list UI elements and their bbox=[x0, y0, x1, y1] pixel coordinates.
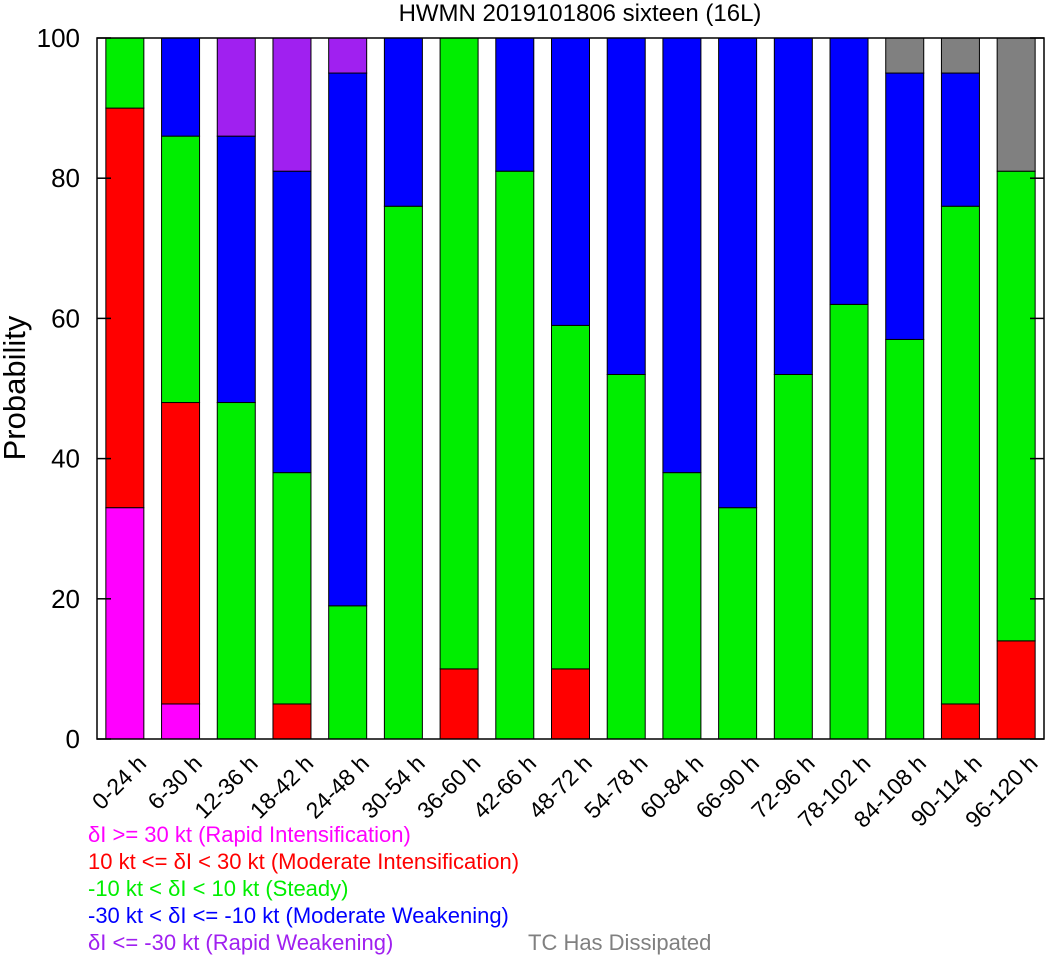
bar-30-54-h-series-3 bbox=[383, 37, 423, 207]
bar-6-30-h-series-0 bbox=[161, 703, 201, 740]
y-tick-label: 80 bbox=[51, 163, 80, 193]
bar-84-108-h-series-2 bbox=[885, 338, 925, 740]
bar-90-114-h-series-5 bbox=[940, 37, 980, 74]
bar-12-36-h-series-2 bbox=[216, 402, 256, 740]
bar-60-84-h-series-3 bbox=[662, 37, 702, 474]
bar-0-24-h-series-0 bbox=[105, 507, 145, 740]
bar-54-78-h-series-2 bbox=[606, 373, 646, 740]
bar-12-36-h-series-4 bbox=[216, 37, 256, 137]
bar-18-42-h-series-4 bbox=[272, 37, 312, 172]
bar-78-102-h-series-3 bbox=[829, 37, 869, 305]
bar-48-72-h-series-2 bbox=[551, 324, 590, 670]
bar-36-60-h-series-2 bbox=[439, 37, 479, 670]
legend-entry-0: δI >= 30 kt (Rapid Intensification) bbox=[88, 822, 411, 847]
legend-entry-1: 10 kt <= δI < 30 kt (Moderate Intensific… bbox=[88, 849, 520, 874]
bar-42-66-h-series-2 bbox=[495, 170, 535, 740]
legend-entry-4: δI <= -30 kt (Rapid Weakening) bbox=[88, 930, 394, 955]
bar-48-72-h-series-1 bbox=[551, 668, 590, 740]
bar-54-78-h-series-3 bbox=[606, 37, 646, 375]
bar-72-96-h-series-3 bbox=[773, 37, 813, 375]
bar-18-42-h-series-1 bbox=[272, 703, 312, 740]
bar-96-120-h-series-1 bbox=[996, 640, 1036, 740]
chart-title: HWMN 2019101806 sixteen (16L) bbox=[399, 0, 762, 27]
bar-66-90-h-series-3 bbox=[718, 37, 758, 509]
plot-frame bbox=[96, 37, 1045, 740]
legend-entry-5: TC Has Dissipated bbox=[528, 930, 712, 955]
bar-72-96-h-series-2 bbox=[773, 373, 813, 740]
bar-24-48-h-series-3 bbox=[328, 72, 368, 607]
y-tick-label: 20 bbox=[51, 584, 80, 614]
bar-90-114-h-series-1 bbox=[940, 703, 980, 740]
bar-30-54-h-series-2 bbox=[383, 205, 423, 740]
bar-96-120-h-series-2 bbox=[996, 170, 1036, 642]
bar-12-36-h-series-3 bbox=[216, 135, 256, 404]
y-tick-label: 100 bbox=[37, 23, 80, 53]
bar-90-114-h-series-2 bbox=[940, 205, 980, 705]
bar-60-84-h-series-2 bbox=[662, 472, 702, 740]
bar-18-42-h-series-3 bbox=[272, 170, 312, 474]
bar-36-60-h-series-1 bbox=[439, 668, 479, 740]
bar-66-90-h-series-2 bbox=[718, 507, 758, 740]
bar-24-48-h-series-4 bbox=[328, 37, 368, 74]
bar-24-48-h-series-2 bbox=[328, 605, 368, 740]
bar-6-30-h-series-2 bbox=[161, 135, 201, 404]
y-tick-label: 60 bbox=[51, 303, 80, 333]
bar-6-30-h-series-3 bbox=[161, 37, 201, 137]
y-tick-label: 0 bbox=[66, 724, 80, 754]
legend-entry-2: -10 kt < δI < 10 kt (Steady) bbox=[88, 876, 349, 901]
bar-96-120-h-series-5 bbox=[996, 37, 1036, 172]
bar-84-108-h-series-3 bbox=[885, 72, 925, 340]
bar-48-72-h-series-3 bbox=[551, 37, 590, 326]
bar-6-30-h-series-1 bbox=[161, 402, 201, 705]
bar-78-102-h-series-2 bbox=[829, 303, 869, 740]
bar-0-24-h-series-1 bbox=[105, 107, 145, 509]
bar-0-24-h-series-2 bbox=[105, 37, 145, 109]
x-tick-label-0-24-h: 0-24 h bbox=[87, 750, 152, 815]
bars-layer bbox=[105, 37, 1036, 740]
y-tick-label: 40 bbox=[51, 444, 80, 474]
legend-entry-3: -30 kt < δI <= -10 kt (Moderate Weakenin… bbox=[88, 903, 509, 928]
bar-90-114-h-series-3 bbox=[940, 72, 980, 207]
bar-84-108-h-series-5 bbox=[885, 37, 925, 74]
bar-42-66-h-series-3 bbox=[495, 37, 535, 172]
bar-18-42-h-series-2 bbox=[272, 472, 312, 705]
y-axis-label: Probability bbox=[0, 315, 32, 460]
